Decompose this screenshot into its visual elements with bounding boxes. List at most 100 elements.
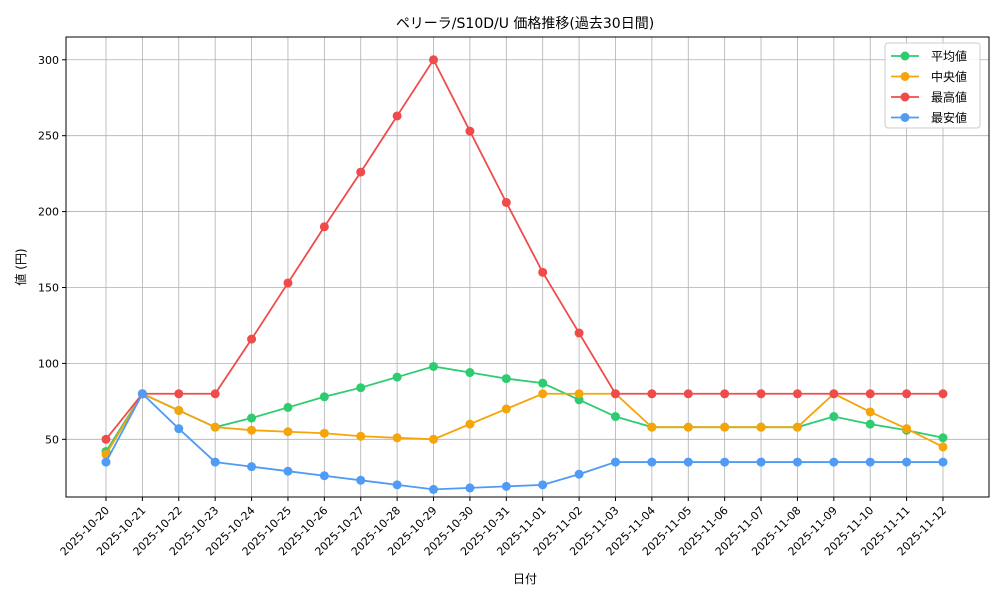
series-line bbox=[105, 392, 944, 455]
data-point bbox=[429, 361, 439, 371]
data-point bbox=[865, 407, 875, 417]
data-point bbox=[720, 422, 730, 432]
data-point bbox=[319, 428, 329, 438]
data-point bbox=[356, 383, 366, 393]
data-point bbox=[902, 424, 912, 434]
data-point bbox=[792, 389, 802, 399]
data-point bbox=[902, 457, 912, 467]
y-tick-label: 100 bbox=[38, 357, 59, 370]
y-tick-label: 150 bbox=[38, 281, 59, 294]
data-point bbox=[865, 457, 875, 467]
legend-box bbox=[884, 42, 981, 129]
data-point bbox=[501, 481, 511, 491]
data-point bbox=[247, 462, 257, 472]
data-point bbox=[938, 389, 948, 399]
data-point bbox=[647, 457, 657, 467]
data-point bbox=[538, 267, 548, 277]
data-point bbox=[210, 457, 220, 467]
y-axis-label: 値 (円) bbox=[13, 248, 28, 285]
data-point bbox=[319, 392, 329, 402]
series-3 bbox=[101, 389, 948, 494]
data-point bbox=[720, 457, 730, 467]
data-point bbox=[538, 480, 548, 490]
legend-marker bbox=[900, 113, 910, 122]
data-point bbox=[137, 389, 147, 399]
data-point bbox=[174, 405, 184, 415]
series-line bbox=[105, 365, 944, 452]
data-point bbox=[210, 422, 220, 432]
legend-marker bbox=[900, 92, 910, 102]
data-point bbox=[465, 419, 475, 429]
x-axis-label: 日付 bbox=[513, 572, 537, 586]
data-point bbox=[683, 389, 693, 399]
data-point bbox=[465, 368, 475, 378]
data-point bbox=[356, 431, 366, 441]
data-point bbox=[319, 222, 329, 232]
data-point bbox=[356, 475, 366, 485]
series-line bbox=[105, 57, 943, 440]
data-point bbox=[647, 422, 657, 432]
data-point bbox=[574, 328, 584, 338]
data-point bbox=[865, 419, 875, 429]
data-point bbox=[720, 389, 730, 399]
data-point bbox=[247, 425, 257, 435]
data-point bbox=[610, 389, 620, 399]
y-tick-label: 250 bbox=[38, 130, 59, 143]
data-point bbox=[538, 378, 548, 388]
data-point bbox=[792, 422, 802, 432]
data-point bbox=[283, 466, 293, 476]
data-point bbox=[574, 469, 584, 479]
plot-area-frame bbox=[65, 36, 990, 498]
data-point bbox=[174, 389, 184, 399]
data-point bbox=[429, 484, 439, 494]
data-point bbox=[210, 389, 220, 399]
data-point bbox=[610, 457, 620, 467]
data-point bbox=[501, 404, 511, 414]
legend-label: 最安値 bbox=[931, 110, 967, 125]
data-point bbox=[247, 413, 257, 423]
data-point bbox=[938, 442, 948, 452]
data-point bbox=[647, 389, 657, 399]
series-2 bbox=[101, 55, 948, 444]
data-point bbox=[938, 457, 948, 467]
chart-title: ペリーラ/S10D/U 価格推移(過去30日間) bbox=[396, 16, 654, 32]
legend-label: 平均値 bbox=[931, 49, 967, 64]
data-point bbox=[174, 424, 184, 434]
data-point bbox=[501, 374, 511, 384]
data-point bbox=[392, 433, 402, 443]
data-point bbox=[756, 457, 766, 467]
data-point bbox=[683, 422, 693, 432]
data-point bbox=[356, 167, 366, 177]
legend-marker bbox=[900, 51, 910, 61]
data-point bbox=[829, 389, 839, 399]
data-point bbox=[283, 427, 293, 437]
data-point bbox=[101, 434, 111, 444]
series-layer bbox=[101, 55, 948, 494]
data-point bbox=[101, 457, 111, 467]
data-point bbox=[902, 389, 912, 399]
legend-marker bbox=[900, 72, 910, 81]
data-point bbox=[392, 111, 402, 121]
data-point bbox=[283, 402, 293, 412]
data-point bbox=[865, 389, 875, 399]
data-point bbox=[574, 389, 584, 399]
data-point bbox=[319, 471, 329, 481]
series-line bbox=[105, 392, 943, 491]
data-point bbox=[538, 389, 548, 399]
data-point bbox=[465, 126, 475, 136]
data-point bbox=[938, 433, 948, 443]
data-point bbox=[392, 372, 402, 382]
data-point bbox=[283, 278, 293, 288]
legend-label: 中央値 bbox=[931, 69, 967, 84]
y-tick-label: 50 bbox=[45, 433, 59, 446]
y-axis: 50 100 150 200 250 300 bbox=[38, 54, 66, 446]
data-point bbox=[610, 412, 620, 422]
y-tick-label: 300 bbox=[38, 54, 59, 67]
data-point bbox=[465, 483, 475, 493]
data-point bbox=[429, 55, 439, 65]
legend-label: 最高値 bbox=[931, 90, 967, 105]
y-tick-label: 200 bbox=[38, 206, 59, 219]
data-point bbox=[247, 334, 257, 344]
